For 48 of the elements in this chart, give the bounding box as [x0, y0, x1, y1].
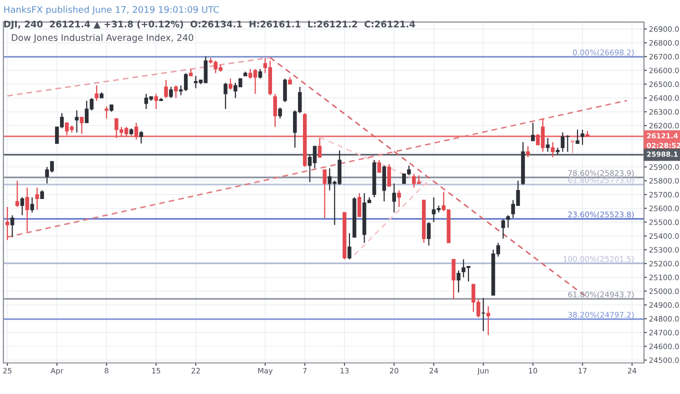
candlestick — [20, 196, 24, 216]
candlestick — [322, 169, 327, 219]
candlestick — [30, 196, 34, 214]
candlestick — [348, 232, 352, 260]
candlestick — [526, 146, 530, 158]
candlestick — [387, 164, 392, 187]
candlestick — [506, 214, 510, 228]
candlestick — [576, 129, 580, 144]
candlestick — [25, 187, 30, 232]
candlestick — [139, 130, 144, 144]
candlestick — [15, 180, 20, 208]
candlestick — [134, 122, 138, 140]
annotation: DJI, 240 26121.4 ▲ +31.8 (+0.12%) O:26134.1 H:26161.1 L:26121.2 C:26121.4 — [4, 20, 416, 30]
candlestick — [94, 84, 98, 102]
candlestick — [531, 122, 535, 142]
candlestick — [426, 222, 431, 246]
candlestick — [278, 107, 282, 120]
candlestick — [10, 214, 14, 238]
candlestick — [80, 116, 84, 134]
candlestick — [580, 129, 584, 146]
candlestick — [501, 218, 506, 240]
candlestick — [397, 190, 401, 208]
candlestick — [164, 79, 168, 99]
candlestick — [392, 182, 396, 214]
candlestick — [481, 297, 486, 332]
candlestick — [546, 137, 550, 152]
candlestick — [273, 93, 277, 128]
candlestick — [104, 106, 108, 120]
candlestick — [169, 86, 173, 99]
text: Dow Jones Industrial Average Index, 240 — [12, 34, 194, 43]
candlestick — [258, 68, 262, 80]
candlestick — [154, 93, 158, 110]
candlestick — [570, 140, 574, 154]
candlestick — [452, 258, 456, 300]
candlestick — [74, 110, 79, 134]
candlestick — [174, 84, 178, 99]
candlestick — [5, 206, 10, 241]
candlestick — [283, 78, 287, 103]
text: HanksFX published June 17, 2019 19:01:09 UTC — [4, 6, 219, 15]
candlestick — [224, 82, 228, 110]
candlestick — [382, 165, 386, 202]
candlestick — [357, 192, 362, 218]
candlestick — [486, 306, 490, 336]
candlestick — [228, 78, 232, 90]
candlestick — [35, 187, 39, 210]
candlestick — [377, 159, 382, 174]
candlestick — [318, 137, 322, 158]
candlestick — [456, 270, 460, 294]
